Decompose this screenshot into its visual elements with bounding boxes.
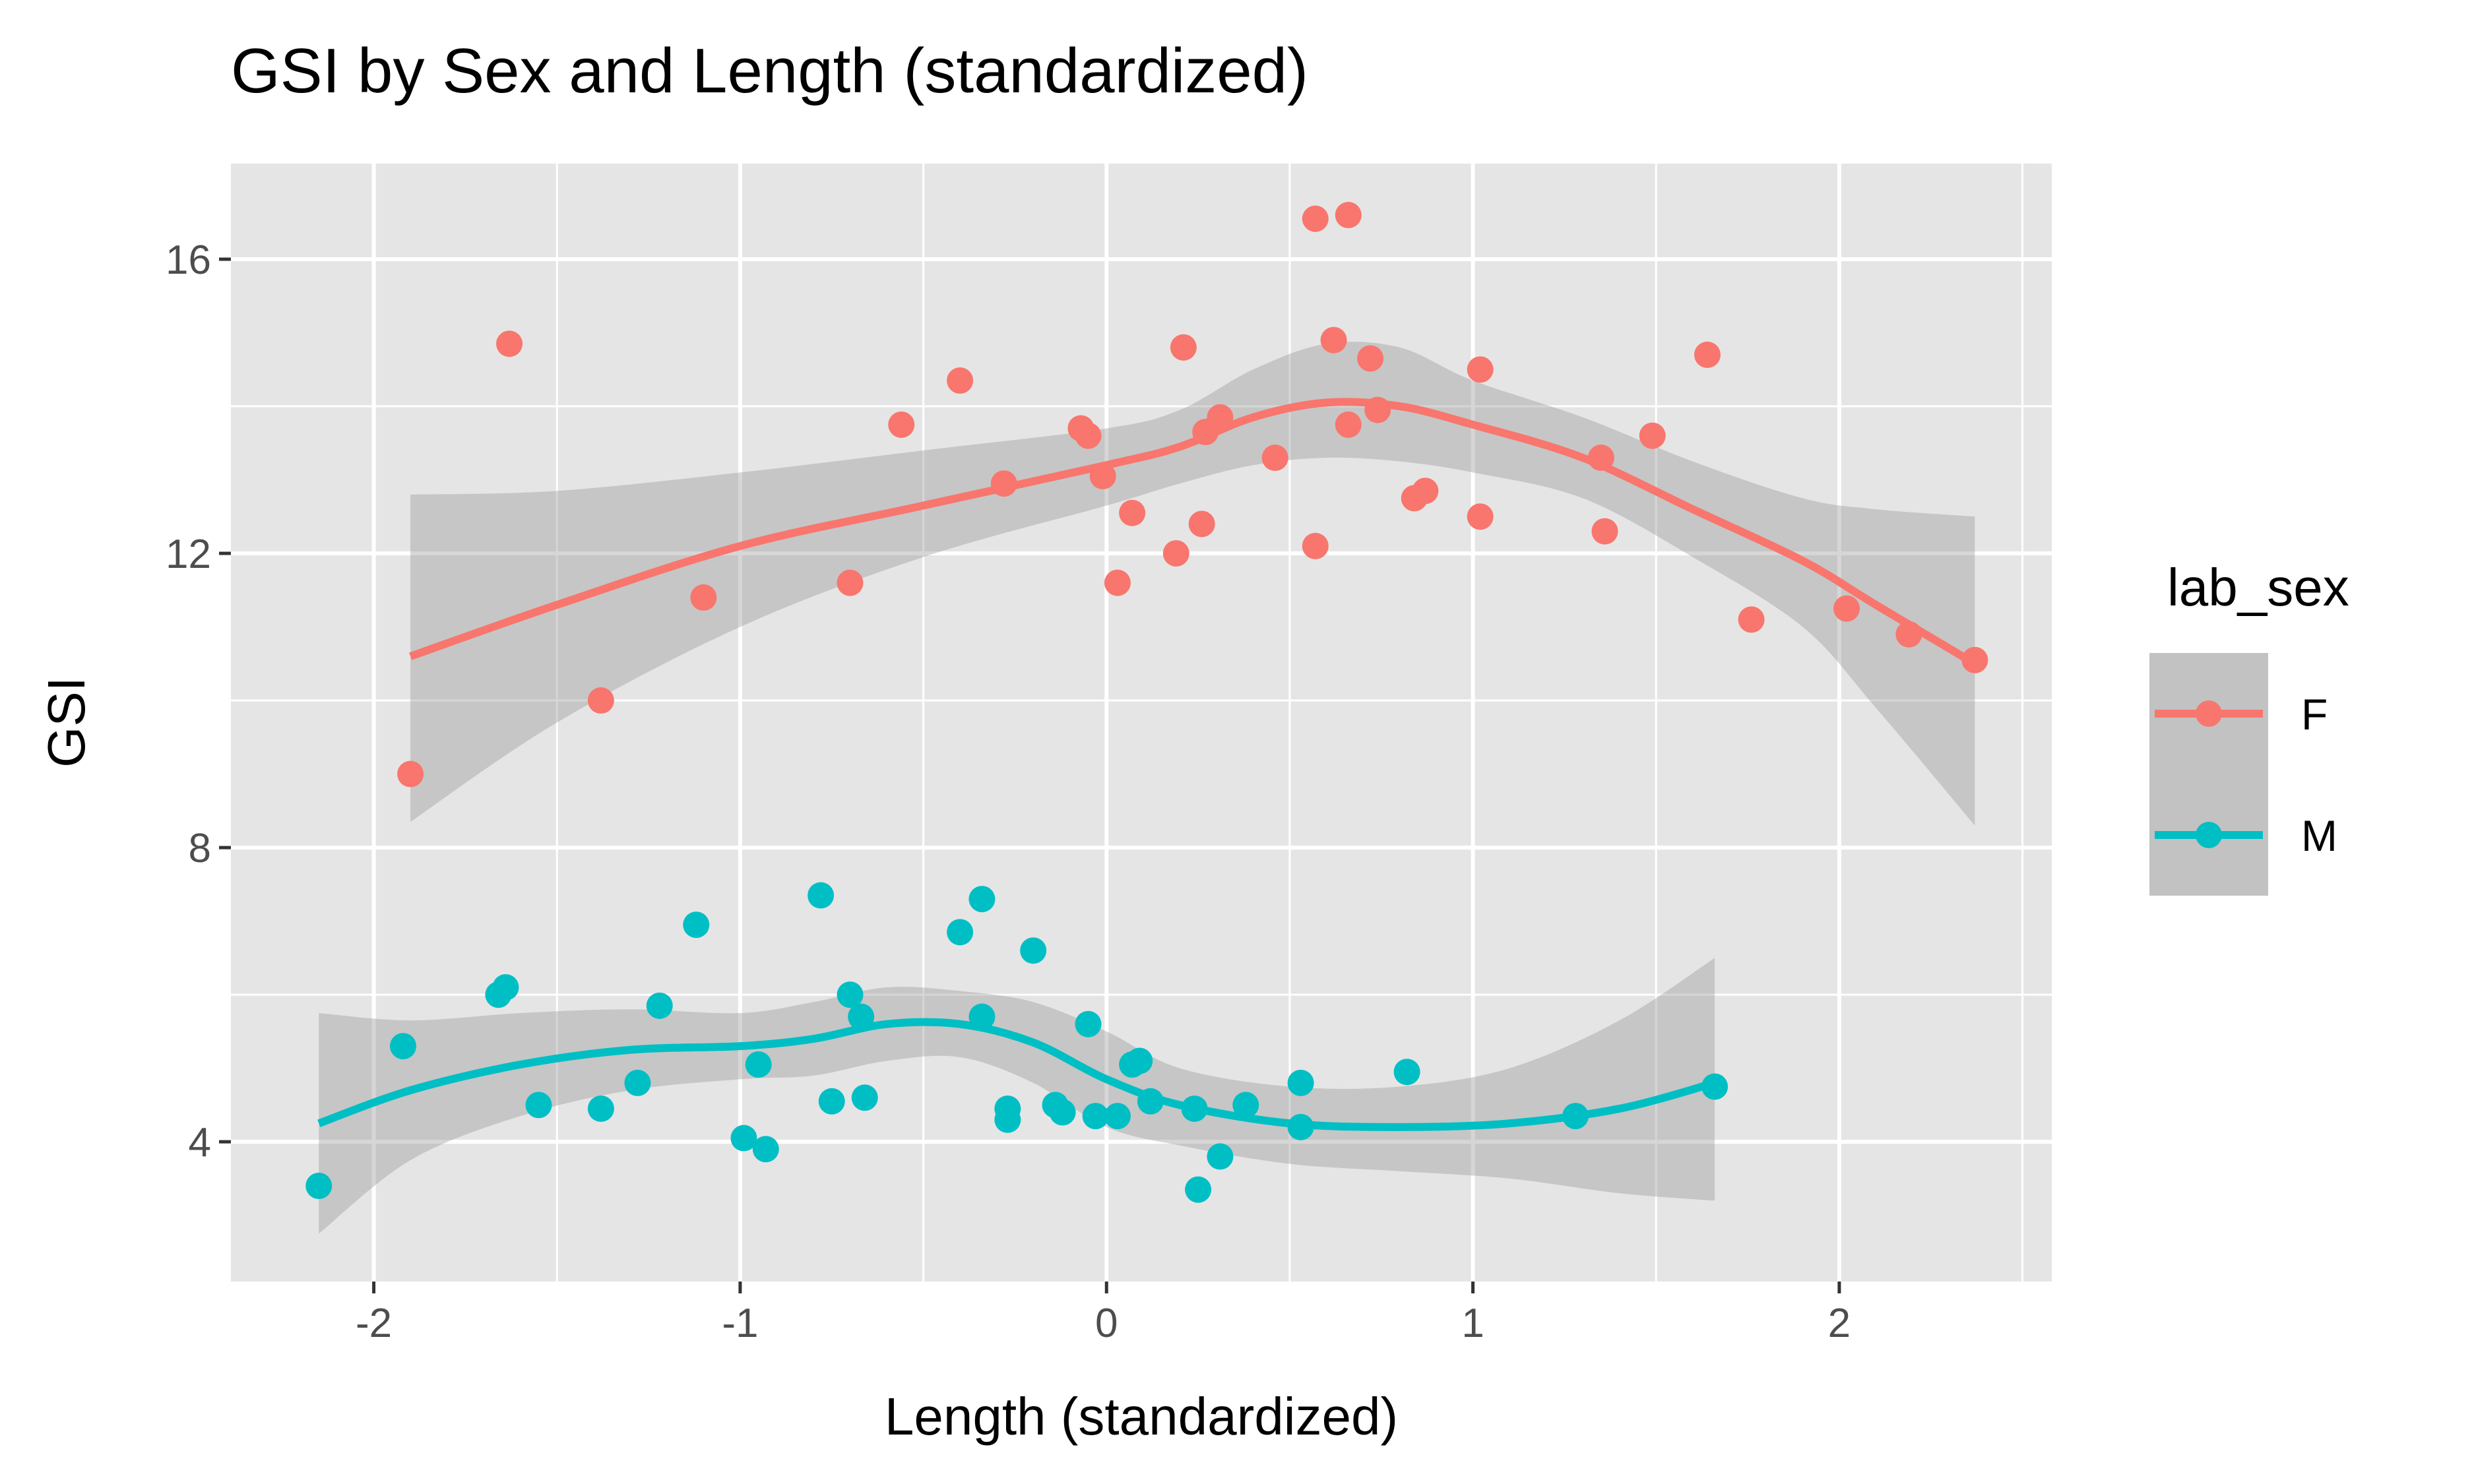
- data-point-f: [1170, 334, 1197, 361]
- data-point-f: [1261, 445, 1288, 472]
- data-point-m: [1126, 1047, 1153, 1074]
- data-point-f: [1302, 205, 1329, 232]
- confidence-band-f: [410, 342, 1975, 826]
- y-tick-label: 4: [189, 1120, 211, 1165]
- data-point-m: [1287, 1069, 1314, 1096]
- data-point-f: [947, 367, 974, 394]
- x-axis: -2 -1 0 1 2: [356, 1282, 1851, 1346]
- data-point-m: [947, 919, 974, 946]
- data-point-m: [492, 974, 519, 1001]
- legend-label-f: F: [2301, 690, 2328, 739]
- data-point-f: [1119, 499, 1146, 526]
- x-tick-label: 1: [1461, 1301, 1484, 1346]
- data-point-f: [1162, 540, 1189, 567]
- data-point-m: [837, 981, 864, 1008]
- data-point-f: [1639, 422, 1666, 449]
- data-point-m: [730, 1125, 757, 1152]
- data-point-m: [994, 1106, 1021, 1133]
- smooth-line-f: [409, 398, 1977, 667]
- data-point-m: [1232, 1092, 1259, 1119]
- y-tick-label: 12: [166, 532, 211, 577]
- data-point-f: [1357, 345, 1384, 372]
- legend-key-point-f: [2196, 700, 2222, 727]
- data-point-f: [690, 584, 717, 611]
- data-point-m: [305, 1173, 333, 1200]
- legend-keys: FM: [2149, 653, 2337, 896]
- data-point-f: [1335, 411, 1362, 438]
- legend-title: lab_sex: [2167, 558, 2349, 617]
- data-point-m: [624, 1069, 651, 1096]
- data-point-m: [1049, 1099, 1076, 1126]
- data-point-m: [390, 1033, 417, 1060]
- data-point-f: [587, 687, 614, 714]
- data-point-f: [837, 569, 864, 596]
- data-point-m: [745, 1051, 772, 1078]
- data-points: [305, 202, 1988, 1203]
- data-point-m: [1207, 1143, 1234, 1170]
- grid-minor: [231, 164, 2052, 1282]
- data-point-m: [851, 1084, 878, 1111]
- x-tick-label: 0: [1095, 1301, 1118, 1346]
- smooth-line-m: [317, 1018, 1716, 1131]
- x-tick-label: -1: [722, 1301, 758, 1346]
- data-point-m: [1104, 1103, 1131, 1130]
- legend-label-m: M: [2301, 811, 2337, 860]
- data-point-f: [1412, 478, 1439, 505]
- data-point-f: [1833, 595, 1860, 622]
- data-point-f: [1694, 341, 1721, 368]
- data-point-m: [808, 882, 835, 909]
- data-point-f: [496, 330, 523, 357]
- legend: lab_sex FM: [2149, 558, 2349, 896]
- data-point-f: [397, 760, 424, 788]
- confidence-bands: [319, 342, 1975, 1234]
- data-point-m: [683, 912, 710, 939]
- data-point-f: [1302, 532, 1329, 559]
- data-point-m: [646, 992, 673, 1019]
- data-point-m: [1393, 1059, 1420, 1086]
- smooth-lines: [317, 398, 1977, 1131]
- data-point-m: [1075, 1010, 1102, 1037]
- data-point-f: [1467, 356, 1494, 383]
- data-point-m: [1020, 937, 1047, 964]
- chart-title: GSI by Sex and Length (standardized): [231, 36, 1308, 106]
- grid-major: [231, 164, 2052, 1282]
- data-point-m: [752, 1136, 779, 1163]
- y-tick-label: 16: [166, 237, 211, 283]
- x-tick-label: 2: [1828, 1301, 1851, 1346]
- data-point-f: [1320, 326, 1347, 354]
- data-point-m: [1082, 1103, 1109, 1130]
- data-point-f: [1467, 503, 1494, 530]
- data-point-f: [1075, 422, 1102, 449]
- y-axis: 4 8 12 16: [166, 237, 231, 1165]
- data-point-m: [587, 1095, 614, 1122]
- data-point-f: [888, 411, 915, 438]
- y-axis-label: GSI: [37, 677, 96, 768]
- confidence-band-m: [319, 958, 1715, 1234]
- x-tick-label: -2: [356, 1301, 392, 1346]
- data-point-f: [1591, 518, 1618, 545]
- data-point-f: [1104, 569, 1131, 596]
- data-point-f: [1188, 510, 1215, 538]
- y-tick-label: 8: [189, 826, 211, 871]
- x-axis-label: Length (standardized): [885, 1387, 1398, 1446]
- data-point-f: [1335, 202, 1362, 229]
- data-point-m: [818, 1088, 845, 1115]
- data-point-f: [1738, 606, 1765, 633]
- data-point-m: [1185, 1176, 1212, 1203]
- data-point-m: [968, 886, 996, 913]
- data-point-m: [525, 1092, 552, 1119]
- legend-key-point-m: [2196, 822, 2222, 848]
